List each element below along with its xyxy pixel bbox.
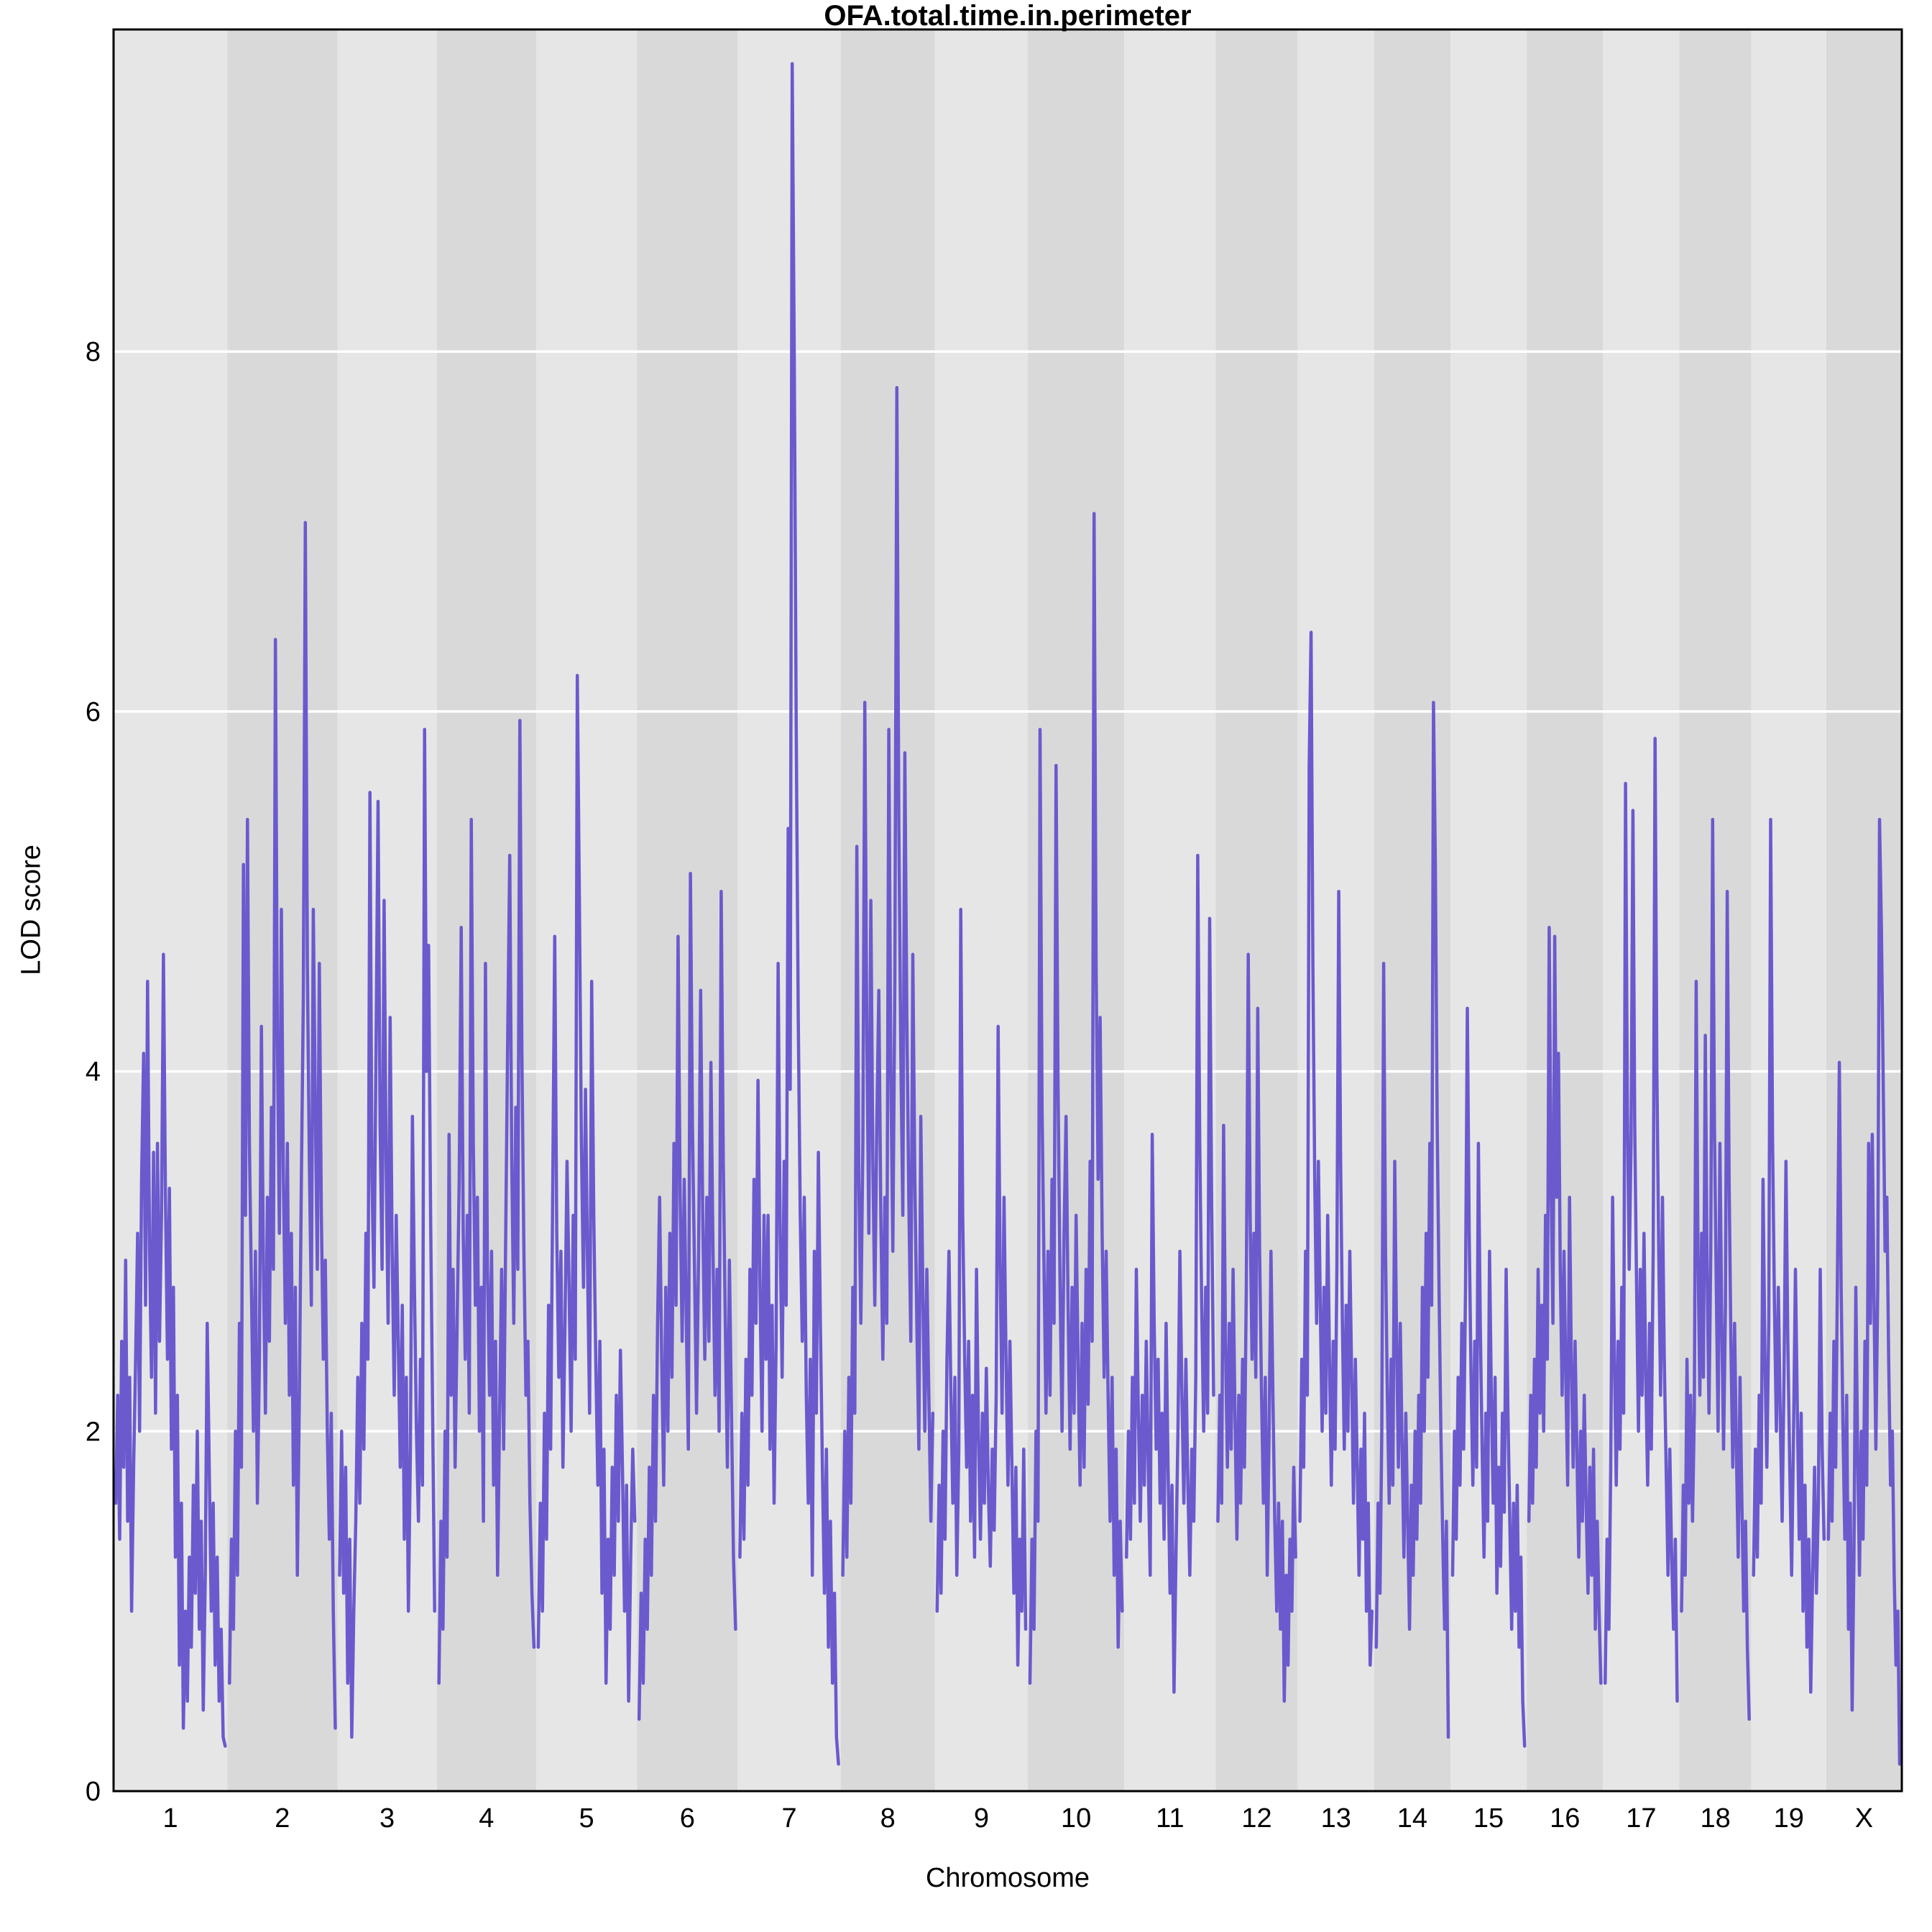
- lod-trace-chr-2: [228, 520, 337, 1730]
- y-tick-label-6: 6: [86, 697, 101, 727]
- x-tick-label-chr-1: 1: [163, 1803, 178, 1834]
- x-tick-label-chr-5: 5: [579, 1803, 594, 1834]
- lod-trace-chr-19: [1752, 817, 1826, 1694]
- x-tick-label-chr-15: 15: [1473, 1803, 1504, 1834]
- x-tick-label-chr-8: 8: [880, 1803, 896, 1834]
- lod-trace-chr-14: [1374, 701, 1450, 1739]
- lod-trace-chr-18: [1680, 817, 1751, 1721]
- x-tick-label-chr-17: 17: [1626, 1803, 1656, 1834]
- x-tick-label-chr-6: 6: [680, 1803, 695, 1834]
- y-tick-label-2: 2: [86, 1417, 101, 1447]
- x-tick-label-chr-3: 3: [380, 1803, 395, 1834]
- lod-trace-chr-10: [1028, 512, 1124, 1685]
- lod-trace-chr-8: [841, 385, 935, 1577]
- lod-trace-chr-13: [1298, 630, 1374, 1667]
- lod-trace-chr-15: [1450, 1006, 1527, 1748]
- lod-trace-chr-16: [1527, 926, 1603, 1685]
- x-tick-label-chr-11: 11: [1156, 1803, 1184, 1834]
- y-tick-label-8: 8: [86, 337, 101, 367]
- lod-trace-chr-9: [935, 907, 1028, 1667]
- x-axis-title: Chromosome: [925, 1863, 1090, 1893]
- chromosome-band-12: [1215, 29, 1298, 1791]
- x-tick-label-chr-13: 13: [1321, 1803, 1351, 1834]
- x-tick-label-chr-2: 2: [275, 1803, 290, 1834]
- x-tick-label-chr-14: 14: [1397, 1803, 1427, 1834]
- y-tick-label-0: 0: [86, 1777, 101, 1807]
- lod-trace-chr-4: [437, 719, 536, 1685]
- lod-trace-chr-1: [114, 952, 227, 1748]
- chromosome-band-18: [1679, 29, 1752, 1791]
- x-tick-label-chr-10: 10: [1061, 1803, 1091, 1834]
- plot-border: [112, 28, 1903, 1793]
- y-tick-label-4: 4: [86, 1057, 101, 1087]
- lod-trace-chr-12: [1216, 952, 1297, 1703]
- x-tick-label-chr-4: 4: [479, 1803, 494, 1834]
- y-axis-title: LOD score: [16, 845, 47, 975]
- page-title: OFA.total.time.in.perimeter: [824, 0, 1192, 32]
- lod-trace-chr-7: [738, 62, 840, 1766]
- lod-trace-chr-11: [1125, 853, 1215, 1694]
- lod-trace-chr-5: [536, 673, 637, 1703]
- x-tick-label-chr-18: 18: [1700, 1803, 1730, 1834]
- lod-trace-chr-3: [338, 727, 436, 1739]
- x-tick-label-chr-19: 19: [1774, 1803, 1804, 1834]
- lod-trace-chr-X: [1826, 817, 1902, 1766]
- x-tick-label-chr-16: 16: [1550, 1803, 1580, 1834]
- chromosome-band-3: [337, 29, 437, 1791]
- lod-trace-chr-17: [1604, 737, 1679, 1703]
- x-tick-label-chr-X: X: [1855, 1803, 1873, 1834]
- x-tick-label-chr-12: 12: [1241, 1803, 1271, 1834]
- x-tick-label-chr-7: 7: [781, 1803, 796, 1834]
- x-tick-label-chr-9: 9: [974, 1803, 989, 1834]
- lod-trace-chr-6: [637, 871, 737, 1721]
